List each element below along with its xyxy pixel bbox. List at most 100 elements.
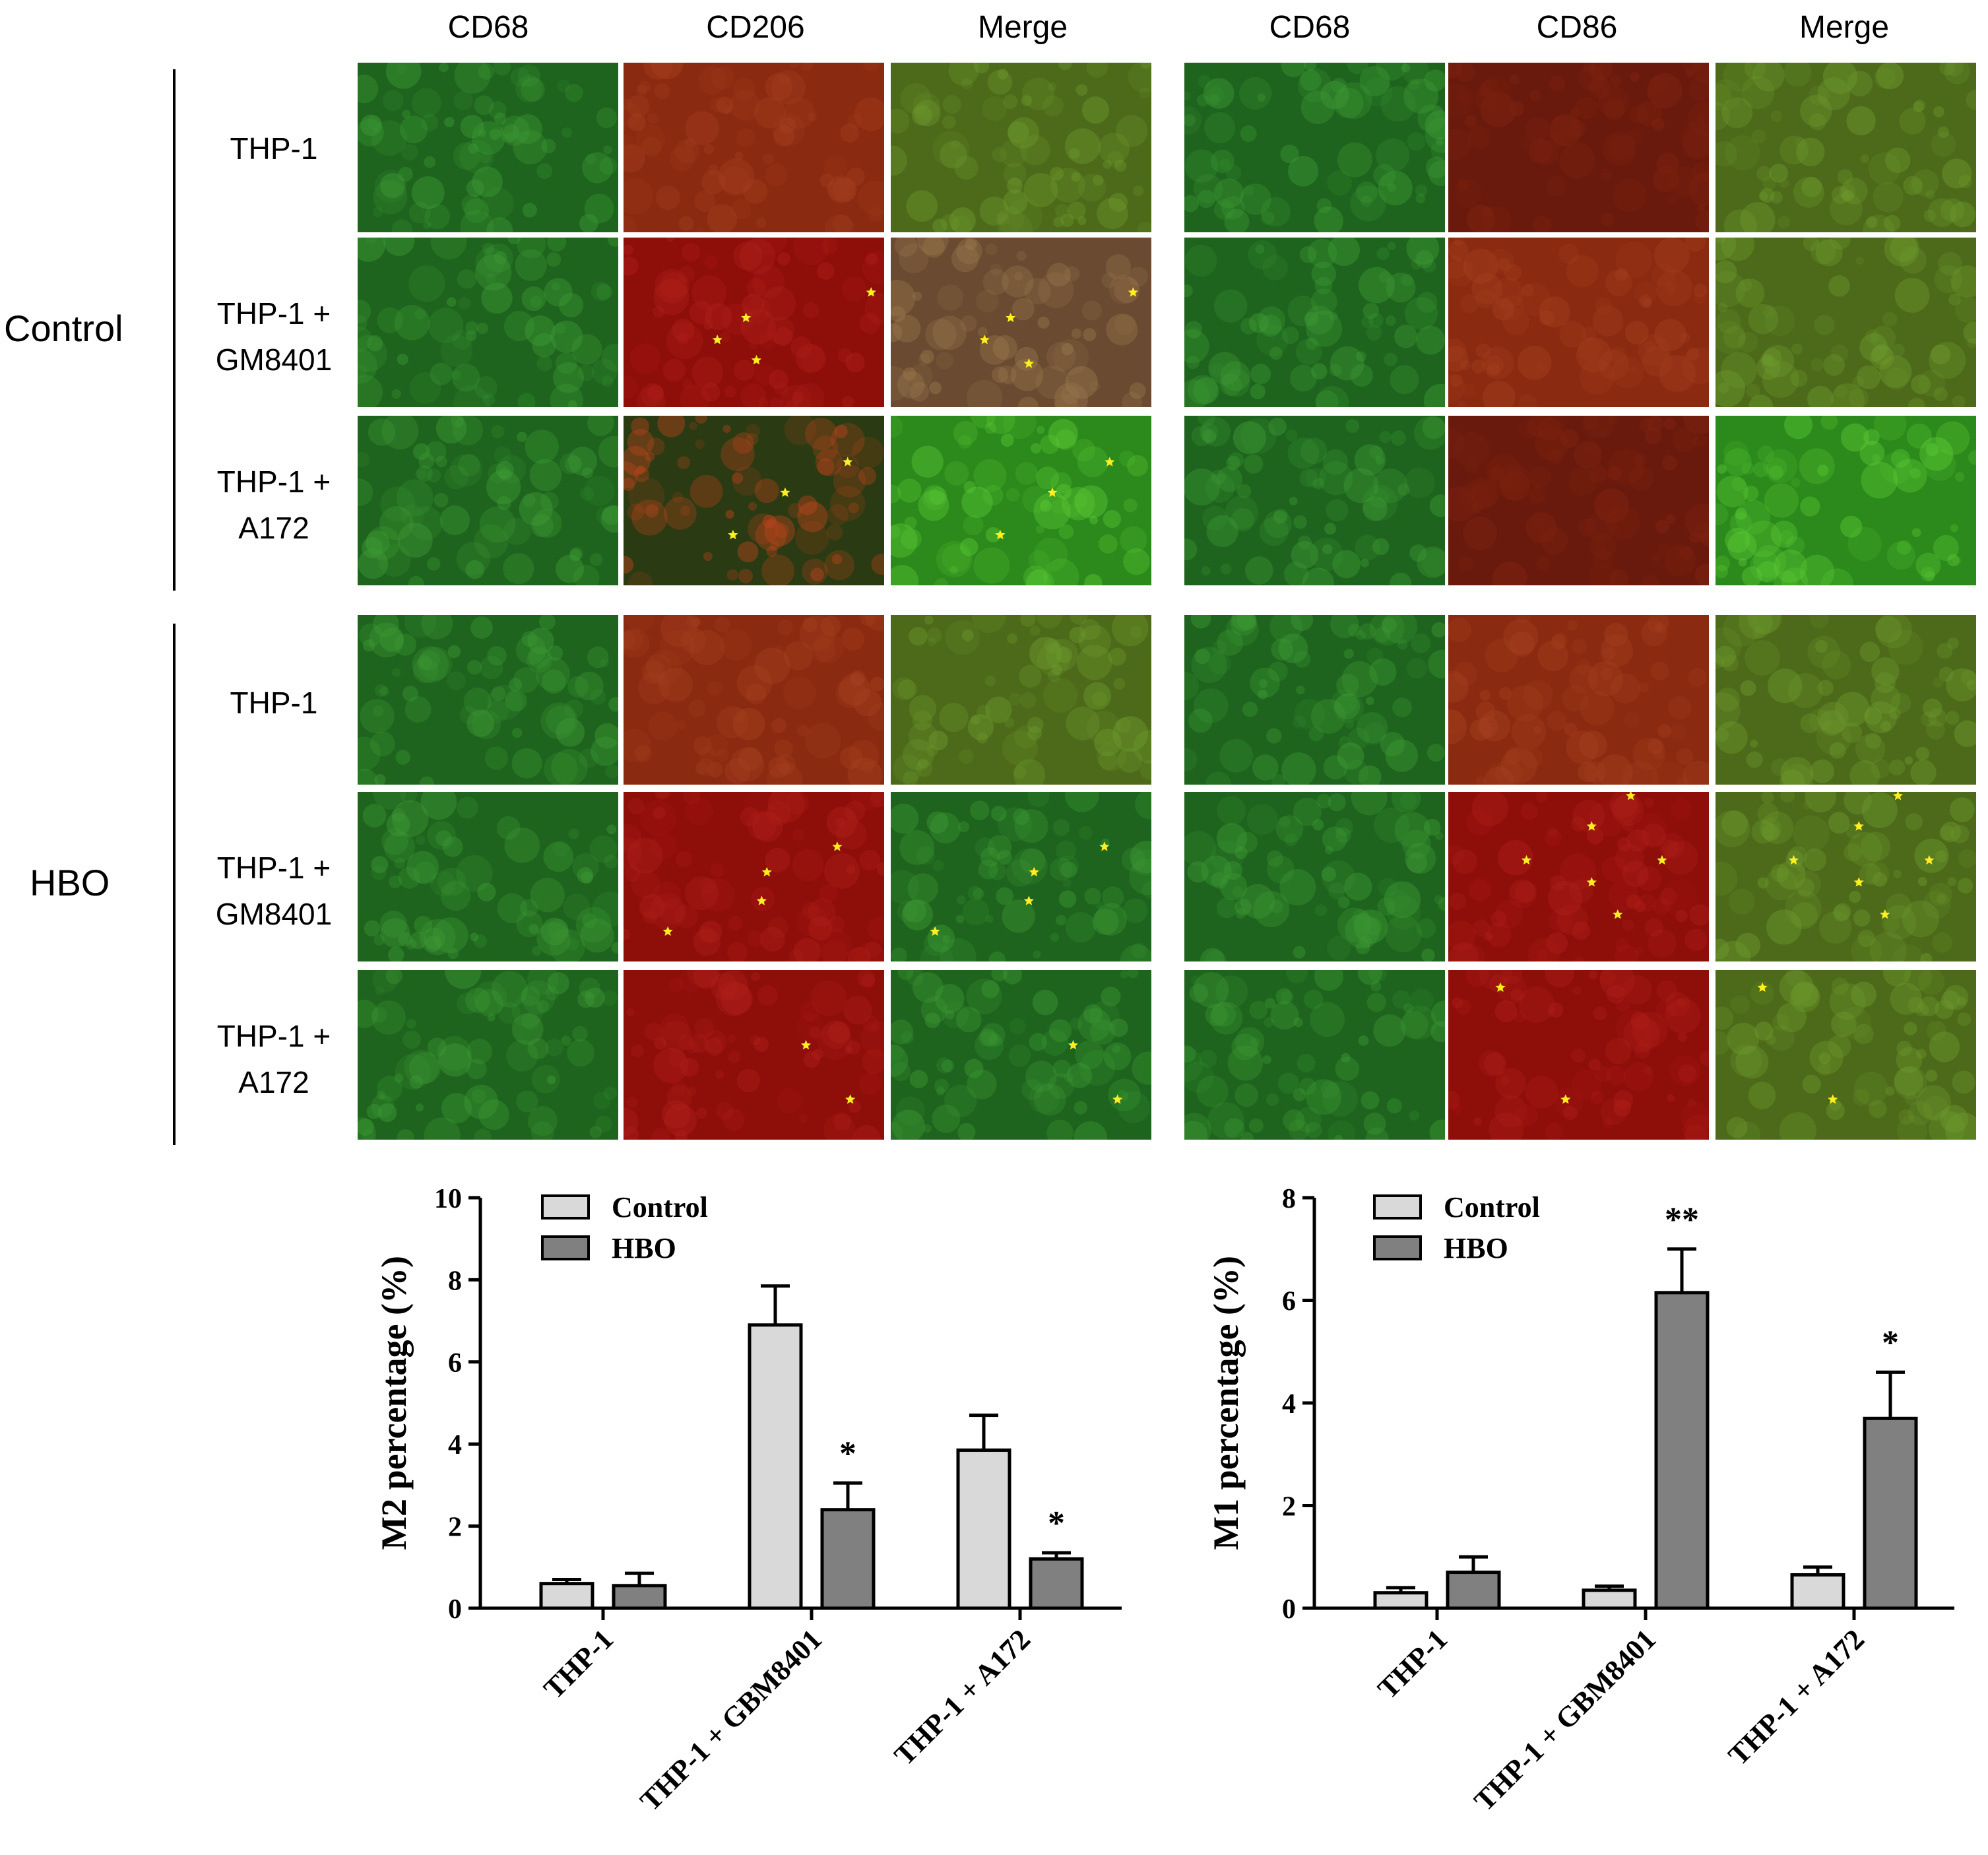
legend-swatch-hbo	[1373, 1235, 1422, 1260]
micrograph-tile	[624, 63, 884, 232]
x-tick-label: THP-1	[538, 1623, 620, 1705]
bar-control	[956, 1448, 1011, 1610]
micrograph-tile	[1184, 970, 1445, 1140]
yellow-star-icon	[1105, 457, 1115, 467]
y-axis-label: M2 percentage (%)	[374, 1256, 414, 1550]
yellow-star-icon	[979, 335, 990, 344]
yellow-star-icon	[1586, 821, 1597, 831]
y-tick-label: 4	[448, 1430, 462, 1460]
yellow-star-icon	[1521, 855, 1532, 865]
bar-hbo	[1029, 1557, 1084, 1610]
micrograph-tile	[891, 416, 1151, 585]
significance-marker: *	[1048, 1505, 1065, 1542]
yellow-star-icon	[728, 529, 738, 540]
bar-hbo	[1446, 1571, 1501, 1610]
micrograph-tile	[1448, 416, 1709, 585]
micrograph-tile	[1184, 615, 1445, 785]
bar-hbo	[612, 1584, 667, 1610]
yellow-star-icon	[1023, 895, 1034, 905]
legend-label-hbo: HBO	[1444, 1232, 1508, 1264]
yellow-star-icon	[1625, 792, 1636, 800]
column-header-cd86: CD86	[1536, 10, 1618, 45]
micrograph-tile	[1184, 63, 1445, 232]
column-header-merge-m1: Merge	[1799, 10, 1890, 45]
yellow-star-icon	[995, 529, 1006, 540]
micrograph-tile	[1715, 63, 1976, 232]
group-label-control: Control	[4, 308, 123, 349]
column-header-cd206: CD206	[706, 10, 805, 45]
yellow-star-icon	[1788, 855, 1799, 865]
legend-label-control: Control	[1444, 1191, 1540, 1223]
yellow-star-icon	[1495, 982, 1506, 992]
yellow-star-icon	[1828, 1094, 1838, 1104]
micrograph-tile	[1715, 416, 1976, 585]
yellow-star-icon	[780, 487, 790, 497]
yellow-star-icon	[712, 335, 722, 344]
group-label-hbo: HBO	[30, 862, 110, 903]
legend-label-control: Control	[612, 1191, 708, 1223]
micrograph-tile	[624, 615, 884, 785]
yellow-star-icon	[843, 457, 853, 467]
y-tick-label: 2	[1282, 1492, 1296, 1522]
column-header-cd68-m2: CD68	[447, 10, 529, 45]
yellow-star-icon	[756, 895, 767, 905]
yellow-star-icon	[832, 841, 843, 851]
micrograph-tile	[624, 970, 884, 1140]
legend-label-hbo: HBO	[612, 1232, 676, 1264]
yellow-star-icon	[845, 1094, 856, 1104]
yellow-star-icon	[1029, 866, 1039, 877]
group-bracket-hbo	[173, 624, 176, 1145]
micrograph-tile	[624, 792, 884, 961]
significance-marker: *	[1882, 1324, 1899, 1361]
y-tick-label: 4	[1282, 1389, 1296, 1419]
micrograph-tile	[358, 615, 618, 785]
yellow-star-icon	[1006, 312, 1016, 323]
yellow-star-icon	[1068, 1039, 1079, 1050]
significance-marker: **	[1665, 1201, 1699, 1239]
micrograph-tile	[891, 63, 1151, 232]
micrograph-tile	[1715, 970, 1976, 1140]
y-tick-label: 6	[1282, 1287, 1296, 1317]
micrograph-tile	[1448, 970, 1709, 1140]
micrograph-tile	[1715, 792, 1976, 961]
y-tick-label: 10	[434, 1184, 462, 1214]
y-tick-label: 8	[1282, 1184, 1296, 1214]
micrograph-tile	[1184, 792, 1445, 961]
yellow-star-icon	[1112, 1094, 1123, 1104]
bar-control	[1373, 1591, 1428, 1610]
micrograph-tile	[1715, 615, 1976, 785]
micrograph-tile	[358, 970, 618, 1140]
yellow-star-icon	[1853, 877, 1864, 887]
legend-swatch-control	[541, 1194, 590, 1220]
micrograph-tile	[1184, 238, 1445, 407]
row-label-hbo-thp1-a172: THP-1 + A172	[216, 1019, 331, 1099]
yellow-star-icon	[1560, 1094, 1571, 1104]
bar-control	[748, 1323, 803, 1610]
row-label-control-thp1-a172: THP-1 + A172	[216, 465, 331, 545]
group-bracket-control	[173, 69, 176, 591]
significance-marker: *	[839, 1435, 856, 1472]
yellow-star-icon	[1128, 287, 1138, 297]
yellow-star-icon	[1880, 909, 1890, 919]
legend-swatch-hbo	[541, 1235, 590, 1260]
micrograph-tile	[358, 238, 618, 407]
bar-hbo	[820, 1508, 876, 1610]
yellow-star-icon	[930, 926, 940, 936]
bar-control	[539, 1582, 594, 1610]
yellow-star-icon	[751, 354, 762, 365]
micrograph-tile	[1184, 416, 1445, 585]
y-tick-label: 2	[448, 1513, 462, 1543]
row-label-hbo-thp1-gm8401: THP-1 + GM8401	[215, 851, 333, 931]
x-tick-label: THP-1	[1372, 1623, 1454, 1705]
yellow-star-icon	[761, 866, 772, 877]
yellow-star-icon	[1892, 792, 1904, 800]
yellow-star-icon	[1657, 855, 1667, 865]
yellow-star-icon	[1924, 855, 1935, 865]
yellow-star-icon	[1023, 358, 1034, 368]
legend-swatch-control	[1373, 1194, 1422, 1220]
column-header-cd68-m1: CD68	[1269, 10, 1351, 45]
micrograph-tile	[891, 238, 1151, 407]
row-label-control-thp1: THP-1	[230, 131, 318, 166]
yellow-star-icon	[741, 312, 752, 323]
